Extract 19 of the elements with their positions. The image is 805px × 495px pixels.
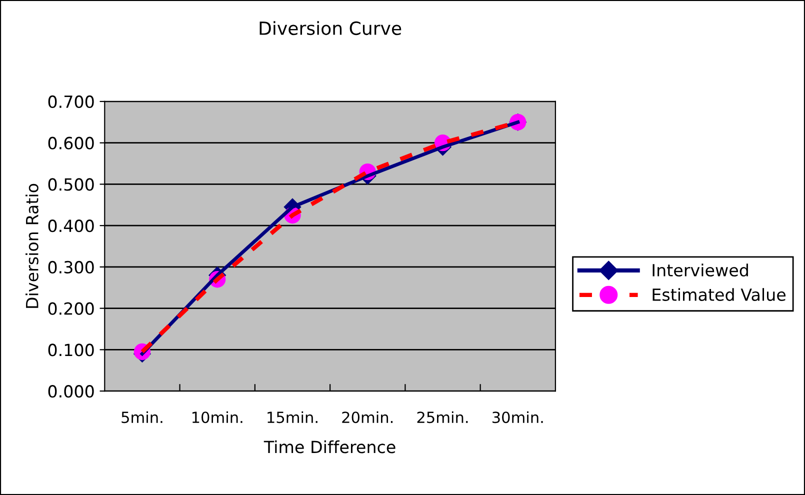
y-tick-label: 0.300 xyxy=(48,260,94,274)
y-tick-label: 0.200 xyxy=(48,302,94,315)
x-tick-label: 10min. xyxy=(192,411,242,424)
y-tick-label: 0.700 xyxy=(48,95,94,108)
x-tick-label: 25min. xyxy=(417,411,468,424)
x-tick-label: 30min. xyxy=(492,411,543,424)
x-tick-label: 20min. xyxy=(342,411,393,424)
legend-label: Estimated Value xyxy=(652,288,786,301)
x-tick-label: 15min. xyxy=(268,411,318,424)
y-tick-label: 0.400 xyxy=(48,220,94,232)
x-axis-title: Time Difference xyxy=(264,440,396,454)
legend-label: Interviewed xyxy=(652,264,748,277)
y-tick-label: 0.500 xyxy=(48,178,94,191)
x-tick-label: 5min. xyxy=(122,411,162,424)
chart-title: Diversion Curve xyxy=(260,21,402,36)
y-tick-label: 0.600 xyxy=(48,136,94,150)
y-tick-label: 0.100 xyxy=(48,344,94,356)
y-axis-title: Diversion Ratio xyxy=(26,184,38,308)
y-tick-label: 0.000 xyxy=(48,385,94,398)
